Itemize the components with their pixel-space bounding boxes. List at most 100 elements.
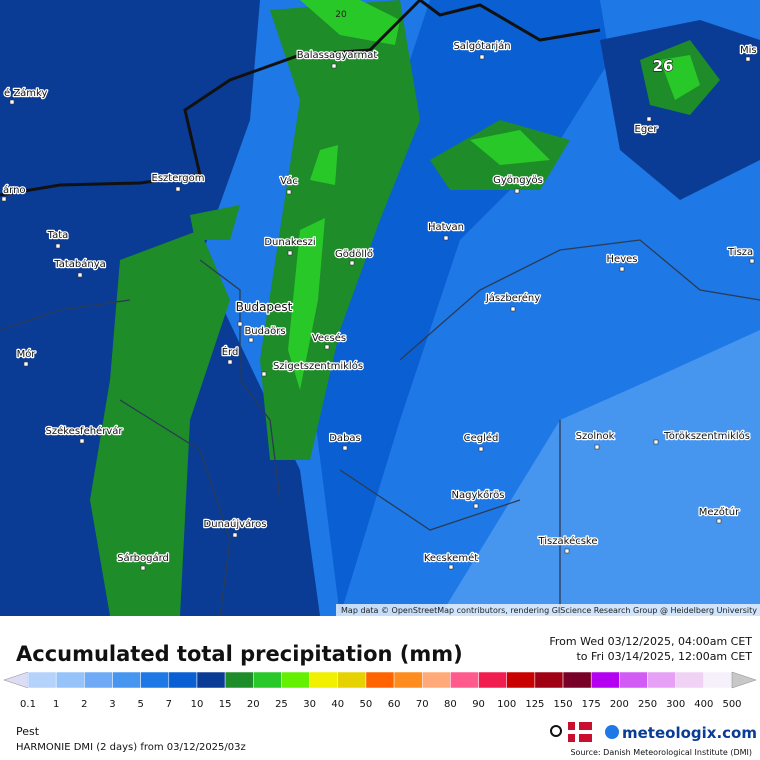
city-label: Budapest	[236, 300, 293, 314]
colorbar-label: 7	[166, 699, 172, 710]
colorbar-swatch	[450, 671, 479, 689]
city-dot	[261, 371, 267, 377]
city-dot	[286, 189, 292, 195]
city-label: Mis	[740, 45, 757, 56]
city-label: Dunakeszi	[264, 237, 315, 248]
flag-cross	[568, 730, 592, 734]
colorbar-swatch	[562, 671, 592, 689]
city-label: Jászberény	[485, 292, 540, 304]
colorbar-arrow	[731, 671, 757, 689]
city-label: Heves	[607, 254, 638, 265]
city-label: Nagykőrös	[451, 489, 504, 501]
city-dot	[175, 186, 181, 192]
city-labels: Balassagyarmat Salgótarján é Zámky Esztergo…	[1, 39, 758, 571]
max-label: 26	[653, 57, 674, 75]
colorbar-label: 70	[416, 699, 429, 710]
colorbar-label: 200	[610, 699, 629, 710]
colorbar-swatch	[168, 671, 198, 689]
city-label: Székesfehérvár	[46, 425, 124, 437]
colorbar-swatch	[253, 671, 282, 689]
colorbar-swatch	[703, 671, 733, 689]
city-label: Gyöngyös	[493, 175, 543, 186]
city-dot	[1, 196, 7, 202]
city-label: Érd	[222, 345, 239, 358]
colorbar-label: 80	[444, 699, 457, 710]
colorbar-swatch	[365, 671, 395, 689]
city-dot	[473, 503, 479, 509]
city-dot	[23, 361, 29, 367]
colorbar-label: 30	[303, 699, 316, 710]
colorbar-label: 25	[275, 699, 288, 710]
city-label: Vecsés	[312, 332, 346, 344]
city-label: Törökszentmiklós	[663, 430, 750, 442]
colorbar-swatch	[84, 671, 113, 689]
city-label: Balassagyarmat	[297, 50, 378, 61]
city-dot	[564, 548, 570, 554]
colorbar-label: 0.1	[20, 699, 36, 710]
city-dot	[232, 532, 238, 538]
city-dot	[510, 306, 516, 312]
city-dot	[349, 260, 355, 266]
city-label: Tisza	[727, 247, 753, 258]
city-dot	[237, 321, 243, 327]
city-label: Salgótarján	[453, 40, 510, 52]
city-label: Eger	[635, 124, 659, 135]
colorbar-label: 175	[582, 699, 601, 710]
attribution-bg	[336, 604, 760, 616]
city-dot	[9, 99, 15, 105]
city-dot	[594, 444, 600, 450]
city-label: Szolnok	[576, 431, 615, 442]
city-label: Kecskemét	[424, 552, 478, 564]
city-dot	[443, 235, 449, 241]
period-to: to Fri 03/14/2025, 12:00am CET	[576, 650, 752, 663]
colorbar-swatch	[140, 671, 170, 689]
colorbar-label: 15	[219, 699, 232, 710]
city-dot	[716, 518, 722, 524]
city-dot	[646, 116, 652, 122]
city-dot	[77, 272, 83, 278]
contour-label: 20	[335, 10, 347, 20]
city-dot	[55, 243, 61, 249]
city-label: Gödöllő	[335, 248, 373, 260]
colorbar-label: 300	[666, 699, 685, 710]
colorbar-swatch	[478, 671, 507, 689]
city-label: Vác	[280, 175, 298, 187]
colorbar-label: 3	[109, 699, 115, 710]
city-label: árno	[3, 184, 26, 196]
city-dot	[140, 565, 146, 571]
colorbar-swatch	[337, 671, 367, 689]
city-label: Tiszakécske	[537, 535, 597, 547]
city-dot	[478, 446, 484, 452]
colorbar-label: 50	[360, 699, 373, 710]
colorbar-swatch	[393, 671, 423, 689]
source: Source: Danish Meteorological Institute …	[570, 748, 752, 757]
region: Pest	[16, 725, 40, 738]
city-dot	[331, 63, 337, 69]
colorbar-label: 500	[722, 699, 741, 710]
period-from: From Wed 03/12/2025, 04:00am CET	[549, 635, 752, 648]
city-label: Budaörs	[244, 326, 285, 337]
city-label: Tata	[47, 230, 69, 241]
colorbar-swatch	[647, 671, 676, 689]
city-dot	[745, 56, 751, 62]
colorbar-swatch	[534, 671, 564, 689]
attribution: Map data © OpenStreetMap contributors, r…	[341, 606, 757, 615]
colorbar-label: 20	[247, 699, 260, 710]
colorbar-label: 2	[81, 699, 87, 710]
city-dot	[287, 250, 293, 256]
zoom-icon[interactable]	[550, 725, 562, 737]
city-dot	[619, 266, 625, 272]
colorbar-swatch	[27, 671, 57, 689]
city-label: Mór	[17, 348, 37, 360]
colorbar-swatch	[590, 671, 620, 689]
city-dot	[248, 337, 254, 343]
colorbar-swatch	[196, 671, 226, 689]
brand[interactable]: meteologix.com	[622, 724, 757, 742]
colorbar-label: 150	[553, 699, 572, 710]
city-dot	[448, 564, 454, 570]
colorbar-label: 100	[497, 699, 516, 710]
colorbar-swatch	[281, 671, 310, 689]
colorbar-label: 60	[388, 699, 401, 710]
city-dot	[479, 54, 485, 60]
